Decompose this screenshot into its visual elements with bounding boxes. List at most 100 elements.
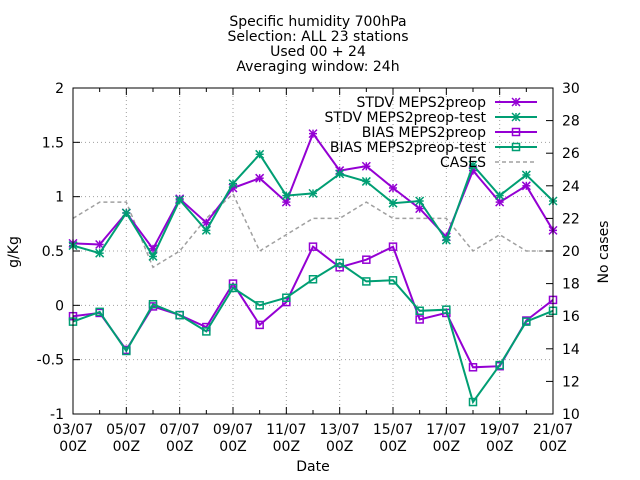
legend-marker <box>511 142 521 152</box>
legend-label: CASES <box>440 155 486 171</box>
data-point <box>95 307 104 317</box>
x-axis-label: Date <box>296 459 329 475</box>
x-tick-label: 03/07 <box>53 422 93 438</box>
x-tick-label: 00Z <box>219 439 246 455</box>
y2-tick-label: 24 <box>562 179 580 195</box>
y2-tick-label: 12 <box>562 374 580 390</box>
data-point <box>308 129 318 139</box>
y-tick-label: 0.5 <box>42 244 64 260</box>
data-point <box>282 293 291 302</box>
data-point <box>308 242 318 251</box>
y-tick-label: 1 <box>55 190 64 206</box>
data-point <box>495 191 505 201</box>
data-point <box>255 149 265 159</box>
data-point <box>468 397 478 407</box>
x-tick-label: 19/07 <box>479 422 519 438</box>
title-line: Selection: ALL 23 stations <box>227 29 408 45</box>
series-4 <box>68 258 558 407</box>
data-point <box>308 188 318 198</box>
data-point <box>361 176 371 186</box>
data-point <box>388 242 398 251</box>
x-tick-label: 00Z <box>433 439 460 455</box>
y-tick-label: -1 <box>50 407 64 423</box>
y2-tick-label: 26 <box>562 146 580 162</box>
data-point <box>415 306 424 316</box>
data-point <box>281 191 291 201</box>
data-point <box>495 197 505 207</box>
data-point <box>335 258 344 268</box>
title-line: Used 00 + 24 <box>270 44 366 60</box>
series-5 <box>72 192 553 269</box>
data-point <box>308 275 318 284</box>
data-point <box>362 277 371 286</box>
y2-tick-label: 28 <box>562 114 580 130</box>
data-point <box>388 276 398 285</box>
y2-tick-label: 30 <box>562 81 580 97</box>
legend-marker <box>511 97 521 107</box>
data-point <box>495 360 504 370</box>
y2-tick-label: 18 <box>562 277 580 293</box>
data-point <box>148 251 158 261</box>
data-point <box>468 160 478 170</box>
data-point <box>95 239 105 250</box>
x-tick-label: 21/07 <box>533 422 573 438</box>
y2-tick-label: 14 <box>562 342 580 358</box>
axis-ticks: -1 -0.5 0 0.5 1 1.5 2 10 12 14 16 18 20 22 24 26 28 30 03/… <box>37 81 580 455</box>
series-group <box>68 129 558 407</box>
data-point <box>522 317 531 326</box>
x-tick-label: 13/07 <box>319 422 359 438</box>
x-tick-label: 00Z <box>166 439 193 455</box>
x-tick-label: 15/07 <box>373 422 413 438</box>
y2-tick-label: 22 <box>562 211 580 227</box>
x-tick-label: 11/07 <box>266 422 306 438</box>
y-tick-label: -0.5 <box>37 353 64 369</box>
y-axis-label: g/Kg <box>6 236 22 268</box>
y2-tick-label: 16 <box>562 309 580 325</box>
x-tick-label: 00Z <box>379 439 406 455</box>
data-point <box>175 195 185 205</box>
data-point <box>388 183 398 193</box>
x-tick-label: 17/07 <box>426 422 466 438</box>
series-line <box>72 261 554 405</box>
data-point <box>442 305 451 314</box>
y-tick-label: 2 <box>55 81 64 97</box>
data-point <box>175 310 184 320</box>
data-point <box>201 218 211 228</box>
title-line: Averaging window: 24h <box>236 59 399 75</box>
y2-tick-label: 20 <box>562 244 580 260</box>
series-2 <box>68 149 558 261</box>
series-1 <box>68 129 558 254</box>
data-point <box>441 235 451 245</box>
series-line <box>72 192 553 269</box>
data-point <box>362 255 371 264</box>
title-line: Specific humidity 700hPa <box>229 14 406 30</box>
x-tick-label: 00Z <box>486 439 513 455</box>
legend-label: BIAS MEPS2preop-test <box>330 140 487 156</box>
data-point <box>201 225 211 235</box>
data-point <box>281 197 291 207</box>
data-point <box>228 179 238 189</box>
x-tick-label: 07/07 <box>159 422 199 438</box>
data-point <box>361 161 371 171</box>
legend-label: STDV MEPS2preop-test <box>325 110 487 126</box>
x-tick-label: 00Z <box>273 439 300 455</box>
data-point <box>468 363 478 372</box>
legend-label: BIAS MEPS2preop <box>362 125 486 141</box>
data-point <box>95 248 105 258</box>
data-point <box>122 346 131 356</box>
legend-marker <box>511 127 521 137</box>
data-point <box>415 196 425 206</box>
x-tick-label: 00Z <box>326 439 353 455</box>
data-point <box>255 301 264 310</box>
y-tick-label: 0 <box>55 298 64 314</box>
x-tick-label: 00Z <box>539 439 566 455</box>
data-point <box>415 315 424 324</box>
data-point <box>148 299 158 309</box>
x-tick-label: 05/07 <box>106 422 146 438</box>
data-point <box>521 181 531 191</box>
data-point <box>255 320 264 330</box>
series-line <box>72 245 554 369</box>
data-point <box>228 283 238 293</box>
